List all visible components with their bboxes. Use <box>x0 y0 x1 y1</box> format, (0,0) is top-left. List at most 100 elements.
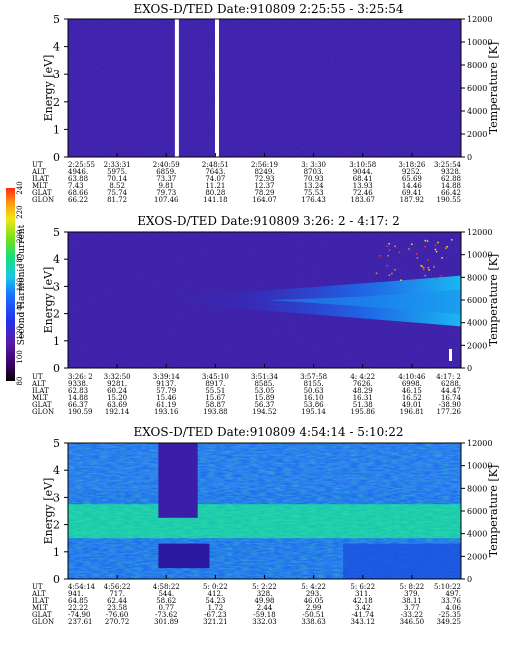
speckle <box>417 257 419 259</box>
aux-value: 194.52 <box>252 408 277 416</box>
speckle <box>416 253 418 255</box>
data-gap <box>449 349 452 361</box>
speckle <box>386 245 388 247</box>
aux-value: 346.50 <box>400 618 425 626</box>
speckle <box>424 246 426 248</box>
speckle <box>420 265 422 267</box>
speckle <box>399 252 401 254</box>
colorbar-tick-label: 100 <box>16 350 24 363</box>
speckle <box>427 240 429 242</box>
panel-title: EXOS-D/TED Date:910809 3:26: 2 - 4:17: 2 <box>137 214 399 228</box>
aux-value: 196.81 <box>400 408 425 416</box>
aux-value: 192.14 <box>105 408 130 416</box>
speckle <box>389 249 391 251</box>
aux-row-label: GLON <box>32 196 54 204</box>
aux-value: 66.22 <box>68 196 88 204</box>
y-tick-label: 0 <box>53 573 60 586</box>
y2-tick-label: 12000 <box>467 439 492 448</box>
speckle <box>423 267 425 269</box>
panel-title: EXOS-D/TED Date:910809 2:25:55 - 3:25:54 <box>133 2 403 16</box>
speckle <box>451 239 453 241</box>
colorbar: 80 100 120 140 160 180 200 220 240 Second Harmon… <box>6 181 27 385</box>
panel-1: EXOS-D/TED Date:910809 2:25:55 - 3:25:54… <box>31 2 500 204</box>
speckle <box>435 244 437 246</box>
aux-value: 176.43 <box>301 196 326 204</box>
speckle <box>423 269 425 271</box>
y-tick-label: 4 <box>53 464 60 477</box>
aux-value: 81.72 <box>107 196 127 204</box>
y-axis-label: Energy [eV] <box>42 267 55 334</box>
y2-axis-label: Temperature [K] <box>487 254 500 346</box>
y-tick-label: 4 <box>53 253 60 266</box>
speckle <box>408 248 410 250</box>
y-axis-label: Energy [eV] <box>42 55 55 122</box>
panel-3: EXOS-D/TED Date:910809 4:54:14 - 5:10:22… <box>31 425 500 626</box>
speckle <box>421 266 423 268</box>
aux-value: 338.63 <box>301 618 326 626</box>
speckle <box>412 280 414 282</box>
aux-value: 195.14 <box>301 408 326 416</box>
y-tick-label: 4 <box>53 41 60 54</box>
y2-tick-label: 8000 <box>467 484 487 493</box>
speckle <box>445 248 447 250</box>
y2-tick-label: 2000 <box>467 130 487 139</box>
aux-value: 107.46 <box>154 196 179 204</box>
y2-tick-label: 8000 <box>467 61 487 70</box>
speckle <box>428 269 430 271</box>
speckle <box>427 259 429 261</box>
aux-value: 187.92 <box>400 196 425 204</box>
y2-tick-label: 2000 <box>467 341 487 350</box>
colorbar-tick-label: 240 <box>16 181 24 194</box>
speckle <box>400 279 402 281</box>
y2-tick-label: 2000 <box>467 552 487 561</box>
y-tick-label: 1 <box>53 123 60 136</box>
aux-value: 190.59 <box>68 408 93 416</box>
y2-axis-label: Temperature [K] <box>487 42 500 134</box>
speckle <box>411 244 413 246</box>
data-gap <box>215 19 219 157</box>
aux-row-label: GLON <box>32 408 54 416</box>
speckle <box>376 272 378 274</box>
speckle <box>425 240 427 242</box>
speckle <box>394 246 396 248</box>
speckle <box>425 275 427 277</box>
y-tick-label: 1 <box>53 546 60 559</box>
aux-value: 343.12 <box>351 618 376 626</box>
aux-value: 193.88 <box>203 408 228 416</box>
aux-value: 141.18 <box>203 196 228 204</box>
dark-column <box>158 443 197 518</box>
speckle <box>428 267 430 269</box>
aux-value: 193.16 <box>154 408 179 416</box>
aux-value: 237.61 <box>68 618 93 626</box>
colorbar-tick-label: 220 <box>16 205 24 218</box>
aux-value: 183.67 <box>351 196 376 204</box>
dark-column <box>343 544 461 579</box>
y-axis-label: Energy [eV] <box>42 478 55 545</box>
aux-row-label: GLON <box>32 618 54 626</box>
y-tick-label: 1 <box>53 335 60 348</box>
speckle <box>441 257 443 259</box>
colorbar-scale <box>6 188 15 381</box>
y2-tick-label: 6000 <box>467 84 487 93</box>
y-tick-label: 5 <box>53 13 60 26</box>
y2-tick-label: 0 <box>467 364 472 373</box>
y-tick-label: 0 <box>53 151 60 164</box>
aux-value: 164.07 <box>252 196 277 204</box>
speckle <box>380 255 382 257</box>
y2-tick-label: 8000 <box>467 273 487 282</box>
y2-tick-label: 6000 <box>467 507 487 516</box>
aux-value: 270.72 <box>105 618 130 626</box>
noise-texture <box>68 443 461 491</box>
aux-value: 195.86 <box>351 408 376 416</box>
speckle <box>436 251 438 253</box>
speckle <box>394 269 396 271</box>
y2-tick-label: 4000 <box>467 530 487 539</box>
data-gap <box>175 19 179 157</box>
colorbar-label: Second Harmonic Current <box>17 224 27 345</box>
y2-tick-label: 4000 <box>467 107 487 116</box>
y2-tick-label: 0 <box>467 153 472 162</box>
y2-axis-label: Temperature [K] <box>487 465 500 557</box>
y-tick-label: 0 <box>53 362 60 375</box>
